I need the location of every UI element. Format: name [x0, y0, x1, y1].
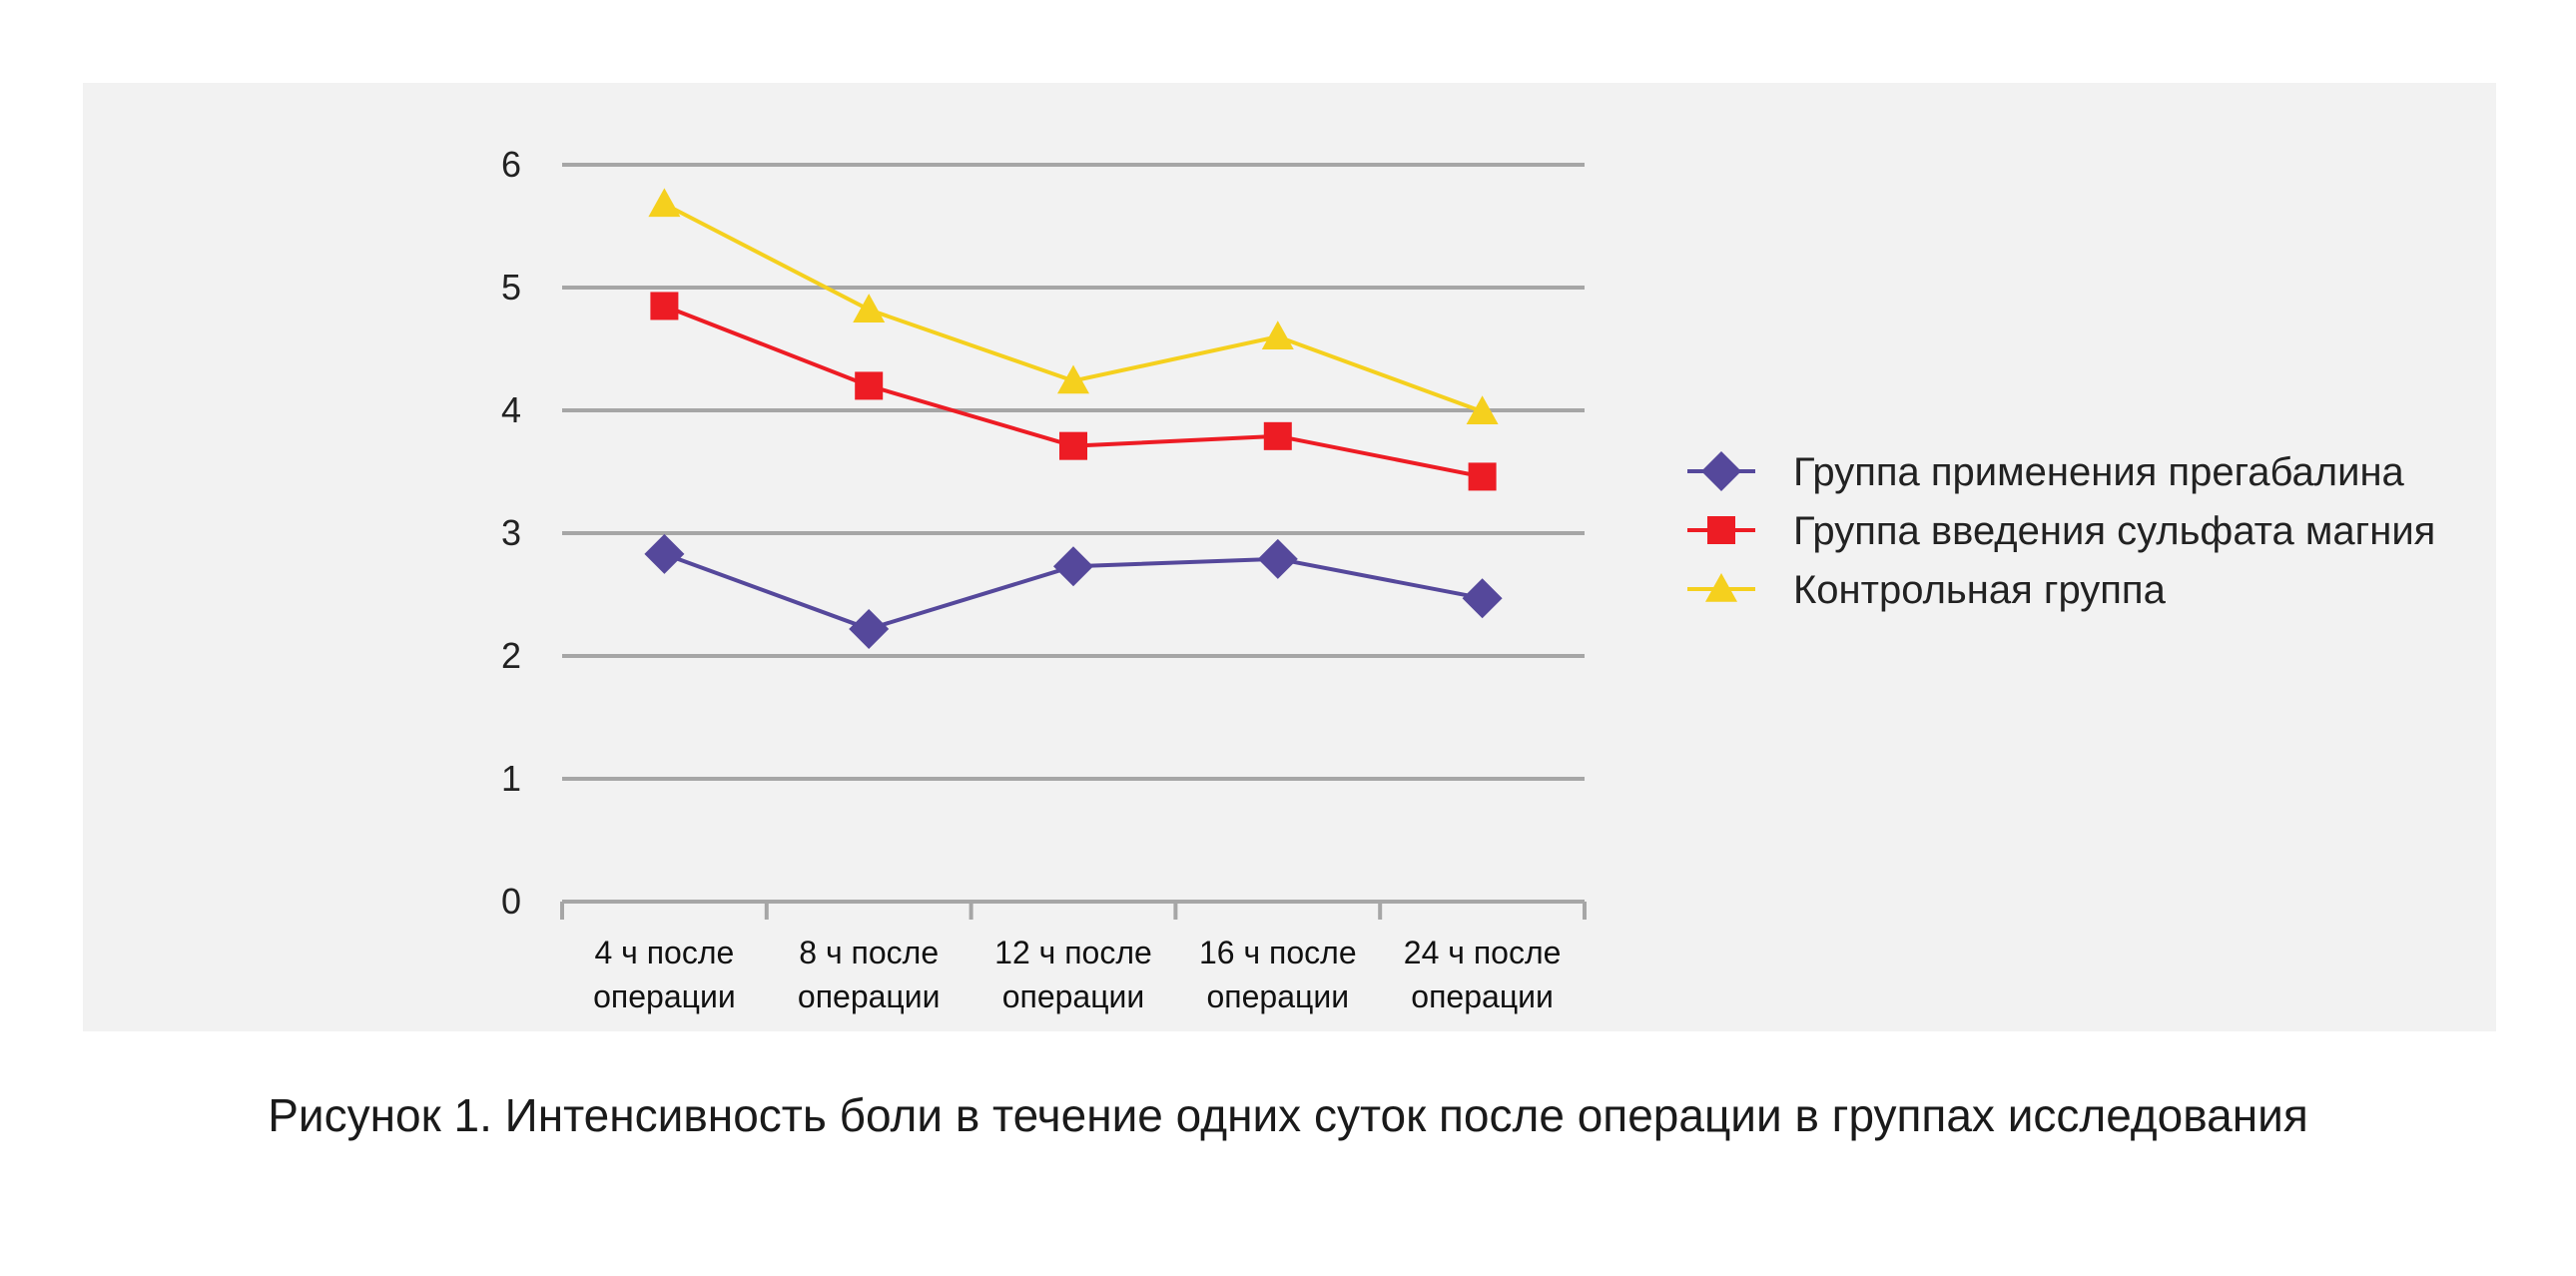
data-point-triangle	[1057, 364, 1089, 394]
x-tick-label: 8 ч после	[799, 935, 939, 970]
legend-marker-square	[1707, 516, 1735, 544]
series-diamond	[644, 533, 1503, 649]
data-point-square	[650, 292, 679, 320]
x-axis	[560, 900, 1587, 920]
y-tick-label: 1	[501, 758, 521, 799]
legend-label: Группа введения сульфата магния	[1793, 509, 2435, 553]
x-tick-label: операции	[798, 978, 941, 1014]
data-point-square	[1263, 421, 1292, 450]
data-point-diamond	[1462, 578, 1503, 619]
x-tick-label: операции	[1002, 978, 1145, 1014]
legend-item: Группа введения сульфата магния	[1687, 509, 2435, 553]
data-point-diamond	[1257, 538, 1298, 579]
x-axis-tick-labels: 4 ч после операции 8 ч после операции 12 ч п…	[593, 935, 1561, 1014]
figure-caption: Рисунок 1. Интенсивность боли в течение …	[268, 1089, 2308, 1141]
legend-marker-diamond	[1701, 451, 1741, 491]
y-tick-label: 0	[501, 881, 521, 922]
x-tick-label: операции	[1411, 978, 1554, 1014]
y-tick-label: 4	[501, 389, 521, 430]
data-point-triangle	[648, 188, 681, 218]
data-point-square	[855, 371, 884, 400]
x-tick-label: 12 ч после	[994, 935, 1152, 970]
y-tick-label: 5	[501, 267, 521, 308]
legend: Группа применения прегабалина Группа введ…	[1687, 450, 2435, 612]
y-tick-label: 3	[501, 512, 521, 553]
legend-label: Группа применения прегабалина	[1793, 450, 2405, 494]
data-point-square	[1468, 462, 1497, 491]
x-tick-label: 16 ч после	[1199, 935, 1357, 970]
series-square	[650, 292, 1497, 491]
gridlines	[562, 163, 1585, 781]
data-point-diamond	[1053, 546, 1093, 587]
legend-label: Контрольная группа	[1793, 568, 2167, 612]
data-point-triangle	[1261, 320, 1294, 349]
series-triangle	[648, 188, 1499, 425]
x-tick-label: 4 ч после	[594, 935, 734, 970]
legend-marker-triangle	[1705, 573, 1737, 602]
data-point-square	[1059, 431, 1087, 460]
data-point-diamond	[849, 608, 890, 649]
x-tick-label: 24 ч после	[1404, 935, 1562, 970]
data-point-triangle	[1466, 395, 1499, 425]
y-axis-tick-labels: 0 1 2 3 4 5 6	[501, 144, 521, 922]
series-lines	[644, 188, 1503, 649]
y-tick-label: 2	[501, 635, 521, 676]
legend-item: Контрольная группа	[1687, 568, 2167, 612]
data-point-diamond	[644, 533, 685, 574]
x-tick-label: операции	[593, 978, 736, 1014]
x-tick-label: операции	[1207, 978, 1350, 1014]
legend-item: Группа применения прегабалина	[1687, 450, 2405, 494]
y-tick-label: 6	[501, 144, 521, 185]
data-point-triangle	[853, 294, 886, 322]
